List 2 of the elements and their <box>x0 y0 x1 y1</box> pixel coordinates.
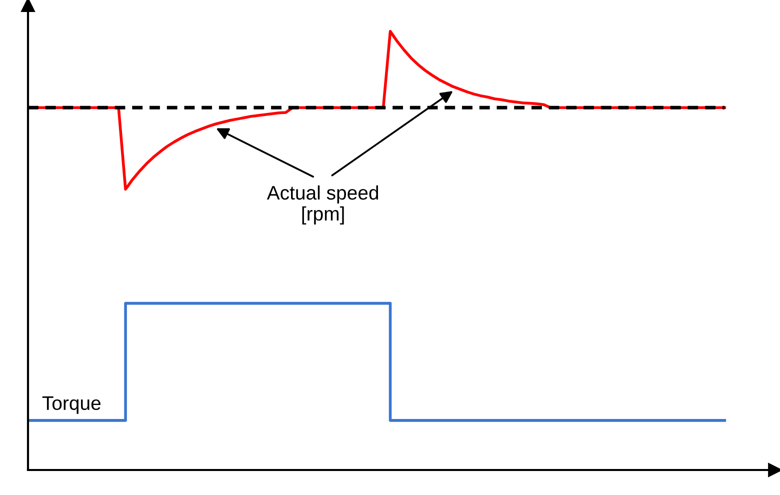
annotation: Actual speed [rpm] <box>266 185 378 224</box>
series-label: Torque <box>42 396 101 414</box>
